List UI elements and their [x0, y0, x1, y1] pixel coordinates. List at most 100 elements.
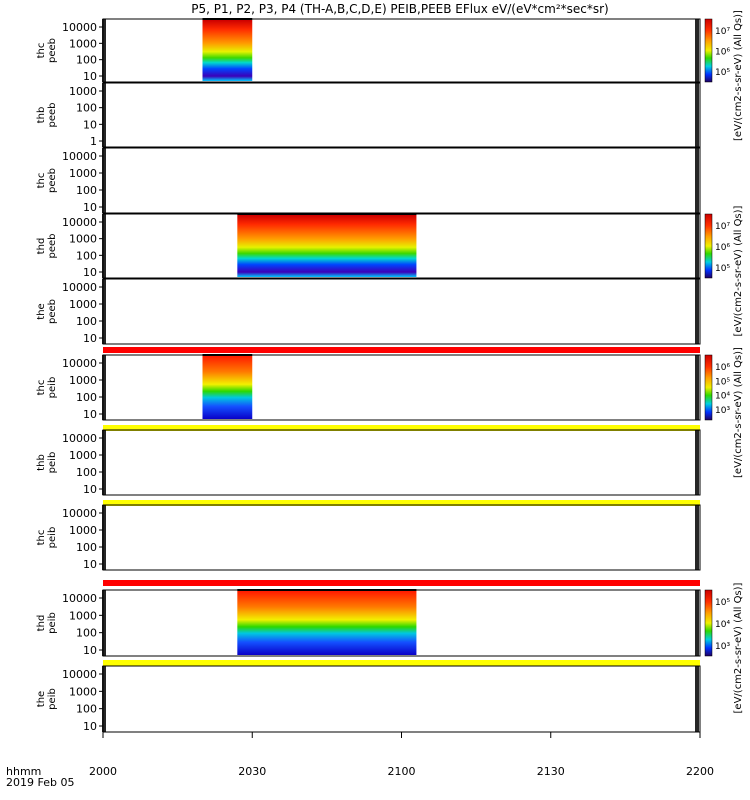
- panel-frame: [102, 82, 701, 148]
- y-tick-label: 10000: [62, 216, 97, 229]
- y-tick-label: 100: [76, 391, 97, 404]
- colorbar-tick-label: 10⁷: [715, 222, 730, 232]
- y-tick-label: 100: [76, 184, 97, 197]
- y-tick-label: 10000: [62, 668, 97, 681]
- colorbar-label: [eV/(cm2-s-sr-eV) (All Qs)]: [733, 582, 744, 713]
- panel-frame: [102, 18, 701, 83]
- y-tick-label: 100: [76, 102, 97, 115]
- x-tick-label: 2000: [89, 765, 117, 778]
- time-label-date: 2019 Feb 05: [6, 776, 74, 789]
- right-edge-ticks: [695, 214, 699, 278]
- y-tick-label: 10: [83, 483, 97, 496]
- colorbar: [704, 18, 713, 83]
- y-tick-label: 10000: [62, 592, 97, 605]
- y-tick-label: 10: [83, 332, 97, 345]
- red-band: [103, 580, 700, 586]
- colorbar-tick-label: 10⁵: [715, 68, 730, 78]
- y-tick-label: 1000: [69, 167, 97, 180]
- colorbar-tick-label: 10⁴: [715, 392, 730, 402]
- panel-frame: [102, 147, 701, 214]
- y-tick-label: 100: [76, 54, 97, 67]
- y-tick-label: 100: [76, 466, 97, 479]
- y-tick-label: 1000: [69, 298, 97, 311]
- colorbar-tick-label: 10⁴: [715, 620, 730, 630]
- colorbar-label: [eV/(cm2-s-sr-eV) (All Qs)]: [733, 10, 744, 141]
- left-edge-ticks: [102, 590, 106, 656]
- y-axis-label: peib: [47, 527, 58, 549]
- right-edge-ticks: [695, 83, 699, 147]
- panel-4-thd-peeb: 10000 1000 100 10 thd peeb 10⁷ 10⁶ 10⁵ [eV/(cm2-s…: [36, 205, 744, 336]
- y-axis-label: thb: [36, 454, 47, 471]
- y-tick-label: 10000: [62, 432, 97, 445]
- right-edge-ticks: [695, 505, 699, 570]
- y-tick-label: 10000: [62, 281, 97, 294]
- y-axis-label: peeb: [47, 299, 58, 324]
- panel-10-the-peib: 10000 1000 100 10 the peib: [36, 665, 701, 733]
- y-tick-label: 1000: [69, 37, 97, 50]
- x-tick-label: 2030: [238, 765, 266, 778]
- y-axis-label: the: [36, 691, 47, 707]
- colorbar-tick-label: 10³: [715, 406, 730, 416]
- y-tick-label: 1000: [69, 85, 97, 98]
- y-tick-label: 100: [76, 249, 97, 262]
- yellow-band: [103, 425, 700, 431]
- spectrogram-block: [202, 356, 253, 419]
- y-axis-label: peeb: [47, 103, 58, 128]
- left-edge-ticks: [102, 430, 106, 495]
- yellow-band: [103, 500, 700, 506]
- left-edge-ticks: [102, 505, 106, 570]
- right-edge-ticks: [695, 355, 699, 420]
- colorbar-tick-label: 10⁶: [715, 363, 730, 373]
- colorbar-tick-label: 10⁵: [715, 264, 730, 274]
- panel-frame: [102, 429, 701, 496]
- y-axis-label: thd: [36, 615, 47, 632]
- left-edge-ticks: [102, 19, 106, 82]
- x-tick-label: 2130: [537, 765, 565, 778]
- panel-5-the-peeb: 10000 1000 100 10 the peeb: [36, 278, 701, 353]
- y-axis-label: peib: [47, 377, 58, 399]
- y-axis-label: thb: [36, 107, 47, 124]
- colorbar-label: [eV/(cm2-s-sr-eV) (All Qs)]: [733, 205, 744, 336]
- spectrogram-block: [237, 215, 417, 277]
- y-tick-label: 10: [83, 201, 97, 214]
- panel-frame: [102, 504, 701, 571]
- y-tick-label: 10: [83, 266, 97, 279]
- y-axis-label: thc: [36, 173, 47, 189]
- spectrogram-block: [237, 591, 417, 655]
- y-tick-label: 1000: [69, 233, 97, 246]
- y-tick-label: 1000: [69, 685, 97, 698]
- panel-frame: [102, 278, 701, 345]
- right-edge-ticks: [695, 590, 699, 656]
- left-edge-ticks: [102, 279, 106, 344]
- yellow-band: [103, 660, 700, 666]
- colorbar-tick-label: 10⁷: [715, 27, 730, 37]
- panel-frame: [102, 665, 701, 733]
- y-axis-label: the: [36, 303, 47, 319]
- y-tick-label: 1000: [69, 609, 97, 622]
- x-tick-label: 2100: [388, 765, 416, 778]
- y-tick-label: 1000: [69, 524, 97, 537]
- y-axis-label: thc: [36, 380, 47, 396]
- y-axis-label: thd: [36, 238, 47, 255]
- figure-title: P5, P1, P2, P3, P4 (TH-A,B,C,D,E) PEIB,P…: [191, 2, 608, 16]
- red-band: [103, 347, 700, 353]
- y-tick-label: 10000: [62, 507, 97, 520]
- colorbar-tick-label: 10⁶: [715, 243, 730, 253]
- left-edge-ticks: [102, 214, 106, 278]
- y-axis-label: peeb: [47, 168, 58, 193]
- y-tick-label: 10000: [62, 357, 97, 370]
- y-axis-label: thc: [36, 43, 47, 59]
- y-tick-label: 10000: [62, 150, 97, 163]
- y-tick-label: 100: [76, 541, 97, 554]
- right-edge-ticks: [695, 279, 699, 344]
- y-tick-label: 10: [83, 558, 97, 571]
- panel-7-thb-peib: 10000 1000 100 10 thb peib: [36, 429, 701, 506]
- colorbar: [704, 213, 713, 279]
- y-axis-label: peeb: [47, 38, 58, 63]
- panel-frame: [102, 213, 701, 279]
- left-edge-ticks: [102, 148, 106, 213]
- y-tick-label: 10: [83, 644, 97, 657]
